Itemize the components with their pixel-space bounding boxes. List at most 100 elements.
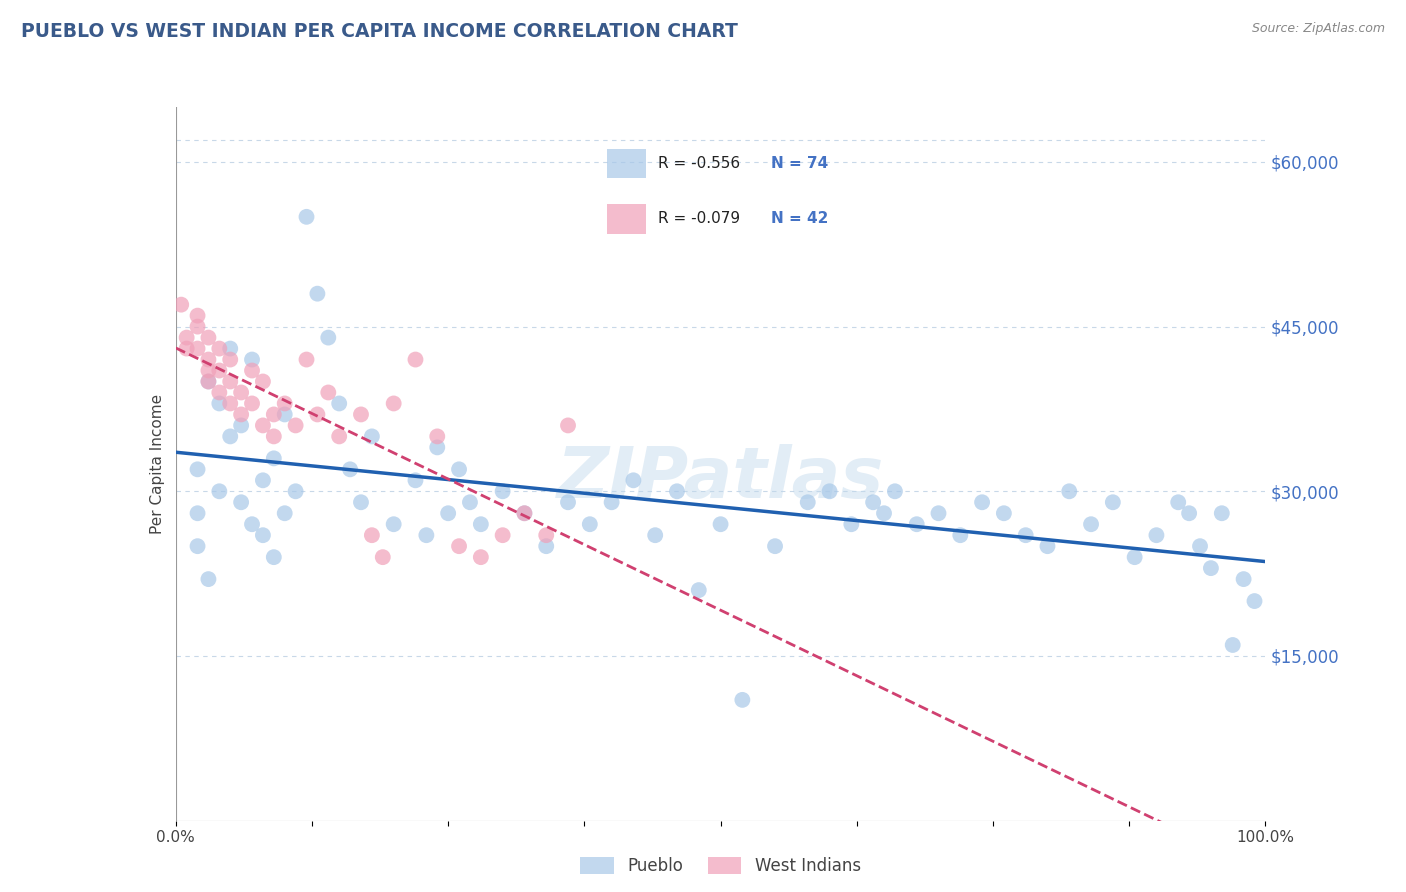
Point bbox=[219, 352, 242, 367]
Text: ZIPatlas: ZIPatlas bbox=[557, 443, 884, 513]
Point bbox=[796, 495, 818, 509]
Point bbox=[1036, 539, 1059, 553]
Point bbox=[219, 429, 242, 443]
Bar bbox=[606, 204, 647, 234]
Point bbox=[415, 528, 437, 542]
Point bbox=[763, 539, 786, 553]
Point bbox=[274, 396, 297, 410]
Point bbox=[426, 441, 449, 455]
Point bbox=[186, 462, 209, 476]
Y-axis label: Per Capita Income: Per Capita Income bbox=[149, 393, 165, 534]
Point bbox=[252, 473, 274, 487]
Point bbox=[731, 693, 754, 707]
Point bbox=[1123, 550, 1146, 565]
Point bbox=[1222, 638, 1244, 652]
Point bbox=[197, 375, 219, 389]
Point bbox=[928, 506, 950, 520]
Point bbox=[231, 385, 253, 400]
Point bbox=[534, 528, 557, 542]
Point bbox=[231, 408, 253, 422]
Point bbox=[492, 528, 515, 542]
Point bbox=[447, 539, 470, 553]
Point bbox=[197, 572, 219, 586]
Point bbox=[240, 517, 263, 532]
Point bbox=[186, 539, 209, 553]
Point bbox=[644, 528, 666, 542]
Point bbox=[557, 418, 579, 433]
Point bbox=[328, 396, 350, 410]
Point bbox=[176, 330, 198, 344]
Text: PUEBLO VS WEST INDIAN PER CAPITA INCOME CORRELATION CHART: PUEBLO VS WEST INDIAN PER CAPITA INCOME … bbox=[21, 22, 738, 41]
Point bbox=[284, 484, 307, 499]
Point bbox=[219, 375, 242, 389]
Point bbox=[219, 396, 242, 410]
Point bbox=[197, 375, 219, 389]
Point bbox=[1080, 517, 1102, 532]
Point bbox=[240, 396, 263, 410]
Point bbox=[350, 495, 373, 509]
Point bbox=[492, 484, 515, 499]
Point bbox=[274, 506, 297, 520]
Point bbox=[1232, 572, 1256, 586]
Text: R = -0.556: R = -0.556 bbox=[658, 156, 740, 171]
Point bbox=[208, 342, 231, 356]
Point bbox=[1243, 594, 1265, 608]
Point bbox=[557, 495, 579, 509]
Point bbox=[513, 506, 536, 520]
Point bbox=[208, 396, 231, 410]
Point bbox=[360, 528, 382, 542]
Point bbox=[231, 495, 253, 509]
Text: Source: ZipAtlas.com: Source: ZipAtlas.com bbox=[1251, 22, 1385, 36]
Point bbox=[360, 429, 382, 443]
Point bbox=[295, 352, 318, 367]
Point bbox=[274, 408, 297, 422]
Point bbox=[513, 506, 536, 520]
Point bbox=[219, 342, 242, 356]
Point bbox=[339, 462, 361, 476]
Point bbox=[688, 583, 710, 598]
Point bbox=[197, 363, 219, 377]
Point bbox=[447, 462, 470, 476]
Point bbox=[240, 352, 263, 367]
Point bbox=[197, 352, 219, 367]
Point bbox=[1211, 506, 1233, 520]
Point bbox=[841, 517, 863, 532]
Text: N = 74: N = 74 bbox=[770, 156, 828, 171]
Point bbox=[307, 286, 329, 301]
Point bbox=[437, 506, 460, 520]
Point bbox=[197, 330, 219, 344]
Point bbox=[318, 385, 340, 400]
Text: R = -0.079: R = -0.079 bbox=[658, 211, 740, 227]
Point bbox=[1189, 539, 1212, 553]
Point bbox=[600, 495, 623, 509]
Point bbox=[1144, 528, 1167, 542]
Point bbox=[818, 484, 841, 499]
Point bbox=[284, 418, 307, 433]
Point bbox=[949, 528, 972, 542]
Point bbox=[382, 396, 405, 410]
Point bbox=[371, 550, 394, 565]
Point bbox=[1167, 495, 1189, 509]
Point bbox=[295, 210, 318, 224]
Point bbox=[186, 319, 209, 334]
Point bbox=[1199, 561, 1222, 575]
Point bbox=[1178, 506, 1201, 520]
Point bbox=[263, 408, 285, 422]
Bar bbox=[606, 149, 647, 178]
Point bbox=[621, 473, 644, 487]
Point bbox=[176, 342, 198, 356]
Point bbox=[1102, 495, 1125, 509]
Point bbox=[186, 506, 209, 520]
Point bbox=[458, 495, 481, 509]
Point bbox=[240, 363, 263, 377]
Point bbox=[252, 528, 274, 542]
Point bbox=[170, 298, 193, 312]
Point bbox=[873, 506, 896, 520]
Point bbox=[426, 429, 449, 443]
Point bbox=[905, 517, 928, 532]
Point bbox=[1057, 484, 1080, 499]
Point bbox=[231, 418, 253, 433]
Point bbox=[350, 408, 373, 422]
Point bbox=[328, 429, 350, 443]
Point bbox=[318, 330, 340, 344]
